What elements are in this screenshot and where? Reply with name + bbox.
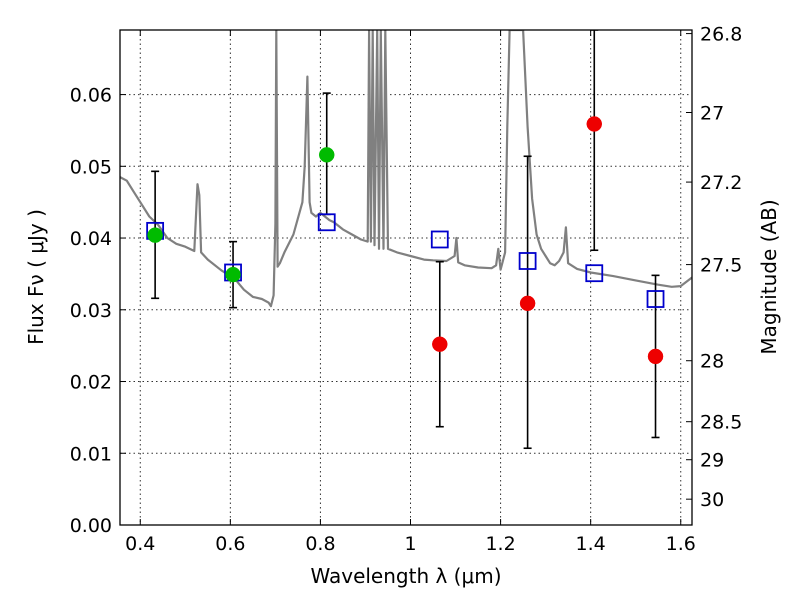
x-tick-label: 1 (404, 533, 416, 555)
open-square-marker (585, 264, 604, 283)
y2-tick-label: 28.5 (700, 412, 742, 434)
open-square-marker (518, 252, 537, 270)
marker-layer (146, 116, 665, 365)
y-tick-label: 0.04 (70, 228, 112, 250)
open-square-marker (646, 290, 665, 308)
filled-circle-marker (318, 147, 335, 163)
plot-frame (119, 29, 693, 526)
y-tick-label: 0.00 (70, 515, 112, 537)
y-axis-title: Flux Fν ( μJy ) (24, 209, 48, 345)
y-tick-label: 0.01 (70, 443, 112, 465)
y2-tick-label: 27.5 (700, 255, 742, 277)
y2-tick-label: 30 (700, 489, 724, 511)
x-tick-label: 0.6 (215, 533, 245, 555)
open-square-marker (317, 213, 336, 232)
y-tick-label: 0.05 (70, 156, 112, 178)
filled-circle-marker (432, 336, 448, 352)
tick-layer (120, 30, 692, 526)
y-tick-labels: 0.00 0.01 0.02 0.03 0.04 0.05 0.06 (70, 85, 112, 537)
x-tick-label: 1.6 (666, 533, 696, 555)
filled-circle-marker (225, 266, 241, 283)
x-tick-label: 1.4 (576, 533, 606, 555)
filled-circle-marker (586, 116, 603, 132)
x-tick-label: 0.4 (125, 533, 155, 555)
y-tick-label: 0.03 (70, 300, 112, 322)
y2-tick-label: 28 (700, 351, 724, 373)
x-tick-label: 1.2 (485, 533, 515, 555)
y2-tick-label: 27 (700, 103, 724, 125)
filled-circle-marker (519, 295, 536, 312)
y-tick-label: 0.06 (70, 85, 112, 107)
y2-tick-label: 27.2 (700, 172, 742, 194)
y2-tick-labels: 26.8 27 27.2 27.5 28 28.5 29 30 (700, 24, 742, 512)
filled-circle-marker (147, 227, 163, 243)
x-axis-title: Wavelength λ (μm) (310, 564, 501, 588)
filled-circle-marker (647, 348, 664, 365)
y2-tick-label: 29 (700, 450, 724, 472)
x-tick-labels: 0.4 0.6 0.8 1 1.2 1.4 1.6 (125, 533, 696, 555)
y2-axis-title: Magnitude (AB) (757, 199, 781, 354)
y2-tick-label: 26.8 (700, 24, 742, 46)
open-square-marker (430, 230, 449, 249)
y-tick-label: 0.02 (70, 372, 112, 394)
grid-layer (120, 30, 692, 525)
x-tick-label: 0.8 (305, 533, 335, 555)
